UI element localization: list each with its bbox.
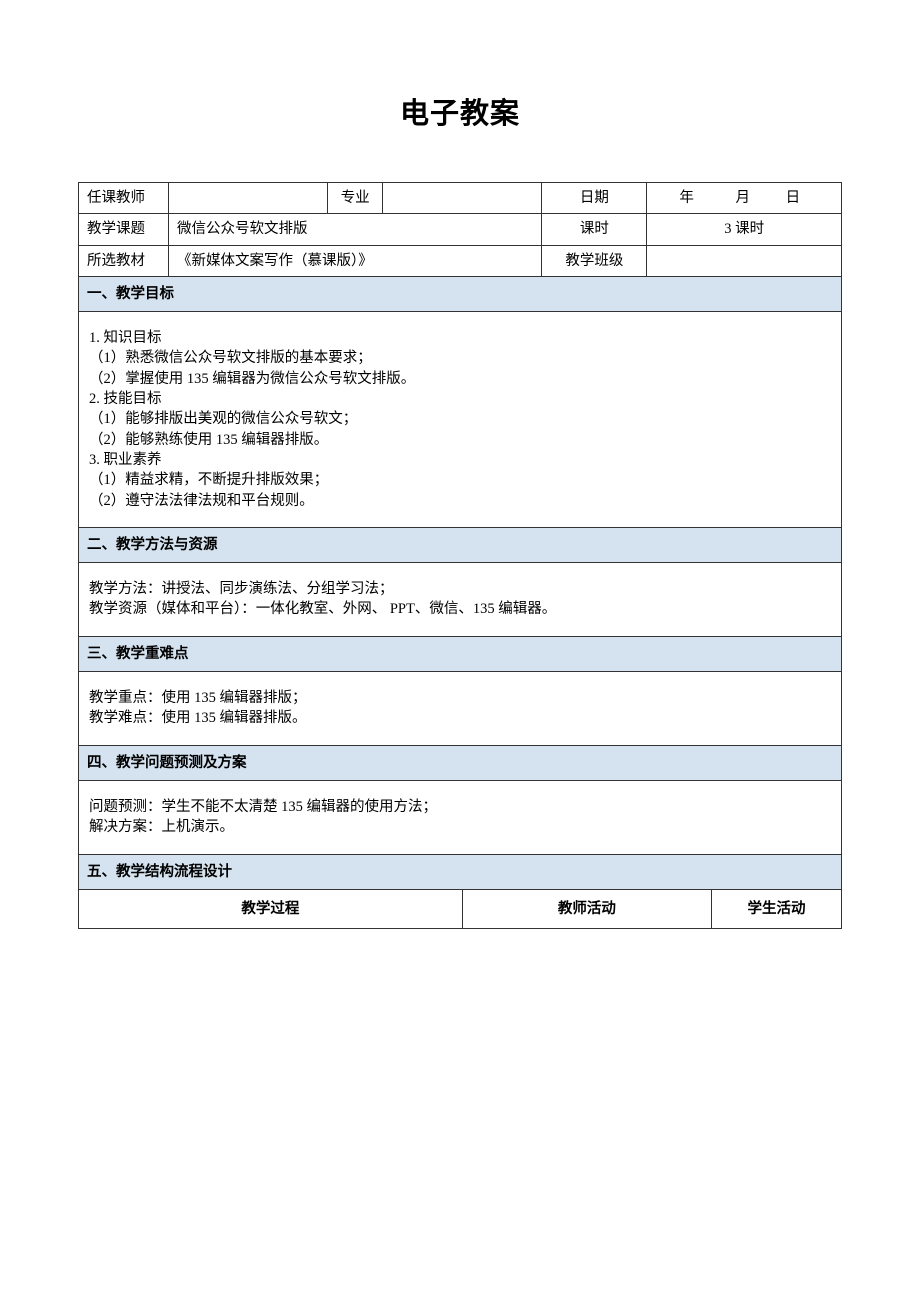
header-row-3: 所选教材 《新媒体文案写作（慕课版）》 教学班级: [79, 245, 842, 276]
section-2-header: 二、教学方法与资源: [79, 527, 842, 562]
page-title: 电子教案: [78, 90, 842, 132]
content-line: （1）精益求精，不断提升排版效果；: [89, 470, 831, 490]
section-1-header: 一、教学目标: [79, 276, 842, 311]
date-month: 月: [736, 188, 751, 208]
process-col-1: 教学过程: [79, 889, 463, 928]
section-2-content: 教学方法：讲授法、同步演练法、分组学习法； 教学资源（媒体和平台）：一体化教室、…: [79, 563, 842, 637]
textbook-value: 《新媒体文案写作（慕课版）》: [169, 245, 542, 276]
date-label: 日期: [542, 183, 647, 214]
date-year: 年: [679, 188, 694, 208]
section-3-content-row: 教学重点：使用 135 编辑器排版； 教学难点：使用 135 编辑器排版。: [79, 672, 842, 746]
content-line: 教学方法：讲授法、同步演练法、分组学习法；: [89, 579, 831, 599]
content-line: （2）掌握使用 135 编辑器为微信公众号软文排版。: [89, 369, 831, 389]
section-4-header: 四、教学问题预测及方案: [79, 745, 842, 780]
section-3-header: 三、教学重难点: [79, 636, 842, 671]
section-4-content-row: 问题预测：学生不能不太清楚 135 编辑器的使用方法； 解决方案：上机演示。: [79, 780, 842, 854]
topic-label: 教学课题: [79, 214, 169, 245]
topic-value: 微信公众号软文排版: [169, 214, 542, 245]
content-line: 1. 知识目标: [89, 328, 831, 348]
section-5-header-row: 五、教学结构流程设计: [79, 854, 842, 889]
section-2-content-row: 教学方法：讲授法、同步演练法、分组学习法； 教学资源（媒体和平台）：一体化教室、…: [79, 563, 842, 637]
major-label: 专业: [328, 183, 383, 214]
process-header-row: 教学过程 教师活动 学生活动: [79, 889, 842, 928]
process-col-3: 学生活动: [711, 889, 841, 928]
section-5-header: 五、教学结构流程设计: [79, 854, 842, 889]
textbook-label: 所选教材: [79, 245, 169, 276]
section-2-header-row: 二、教学方法与资源: [79, 527, 842, 562]
process-col-2: 教师活动: [462, 889, 711, 928]
section-4-header-row: 四、教学问题预测及方案: [79, 745, 842, 780]
section-3-header-row: 三、教学重难点: [79, 636, 842, 671]
content-line: 3. 职业素养: [89, 450, 831, 470]
teacher-label: 任课教师: [79, 183, 169, 214]
class-value: [647, 245, 842, 276]
major-value: [383, 183, 542, 214]
date-day: 日: [786, 188, 801, 208]
class-label: 教学班级: [542, 245, 647, 276]
lesson-plan-table: 任课教师 专业 日期 年 月 日 教学课题 微信公众号软文排版 课时 3 课时 …: [78, 182, 842, 929]
section-4-content: 问题预测：学生不能不太清楚 135 编辑器的使用方法； 解决方案：上机演示。: [79, 780, 842, 854]
content-line: （2）遵守法法律法规和平台规则。: [89, 491, 831, 511]
content-line: 问题预测：学生不能不太清楚 135 编辑器的使用方法；: [89, 797, 831, 817]
teacher-value: [169, 183, 328, 214]
content-line: 2. 技能目标: [89, 389, 831, 409]
hours-value: 3 课时: [647, 214, 842, 245]
header-row-1: 任课教师 专业 日期 年 月 日: [79, 183, 842, 214]
content-line: （2）能够熟练使用 135 编辑器排版。: [89, 430, 831, 450]
content-line: 解决方案：上机演示。: [89, 817, 831, 837]
date-value: 年 月 日: [647, 183, 842, 214]
content-line: 教学重点：使用 135 编辑器排版；: [89, 688, 831, 708]
content-line: （1）熟悉微信公众号软文排版的基本要求；: [89, 348, 831, 368]
section-1-content: 1. 知识目标 （1）熟悉微信公众号软文排版的基本要求； （2）掌握使用 135…: [79, 312, 842, 528]
content-line: 教学难点：使用 135 编辑器排版。: [89, 708, 831, 728]
section-1-header-row: 一、教学目标: [79, 276, 842, 311]
content-line: （1）能够排版出美观的微信公众号软文；: [89, 409, 831, 429]
section-3-content: 教学重点：使用 135 编辑器排版； 教学难点：使用 135 编辑器排版。: [79, 672, 842, 746]
hours-label: 课时: [542, 214, 647, 245]
header-row-2: 教学课题 微信公众号软文排版 课时 3 课时: [79, 214, 842, 245]
content-line: 教学资源（媒体和平台）：一体化教室、外网、 PPT、微信、135 编辑器。: [89, 599, 831, 619]
section-1-content-row: 1. 知识目标 （1）熟悉微信公众号软文排版的基本要求； （2）掌握使用 135…: [79, 312, 842, 528]
